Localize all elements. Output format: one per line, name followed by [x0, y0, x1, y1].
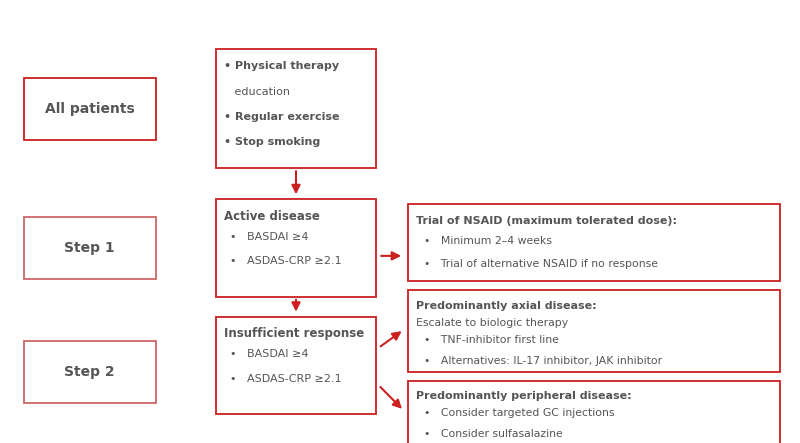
Text: •   Trial of alternative NSAID if no response: • Trial of alternative NSAID if no respo… — [424, 260, 658, 269]
Text: •   ASDAS-CRP ≥2.1: • ASDAS-CRP ≥2.1 — [230, 374, 342, 384]
Text: Active disease: Active disease — [224, 210, 320, 223]
FancyBboxPatch shape — [216, 49, 376, 168]
Text: •   Consider targeted GC injections: • Consider targeted GC injections — [424, 408, 614, 418]
FancyBboxPatch shape — [24, 341, 156, 403]
Text: •   BASDAI ≥4: • BASDAI ≥4 — [230, 350, 309, 359]
Text: • Stop smoking: • Stop smoking — [224, 137, 320, 147]
FancyBboxPatch shape — [24, 78, 156, 140]
Text: All patients: All patients — [45, 101, 134, 116]
FancyBboxPatch shape — [216, 199, 376, 297]
Text: •   Minimum 2–4 weeks: • Minimum 2–4 weeks — [424, 237, 552, 246]
Text: Escalate to biologic therapy: Escalate to biologic therapy — [416, 319, 568, 328]
Text: • Regular exercise: • Regular exercise — [224, 112, 339, 122]
FancyBboxPatch shape — [24, 217, 156, 279]
Text: Insufficient response: Insufficient response — [224, 327, 364, 340]
FancyBboxPatch shape — [408, 290, 780, 372]
Text: Step 2: Step 2 — [64, 365, 115, 379]
Text: •   BASDAI ≥4: • BASDAI ≥4 — [230, 232, 309, 242]
Text: •   Alternatives: IL-17 inhibitor, JAK inhibitor: • Alternatives: IL-17 inhibitor, JAK inh… — [424, 356, 662, 366]
Text: Predominantly axial disease:: Predominantly axial disease: — [416, 301, 597, 311]
FancyBboxPatch shape — [216, 317, 376, 414]
FancyBboxPatch shape — [408, 381, 780, 443]
FancyBboxPatch shape — [408, 204, 780, 281]
Text: •   ASDAS-CRP ≥2.1: • ASDAS-CRP ≥2.1 — [230, 256, 342, 266]
Text: • Physical therapy: • Physical therapy — [224, 62, 339, 71]
Text: Predominantly peripheral disease:: Predominantly peripheral disease: — [416, 392, 632, 401]
Text: Trial of NSAID (maximum tolerated dose):: Trial of NSAID (maximum tolerated dose): — [416, 216, 677, 225]
Text: Step 1: Step 1 — [64, 241, 115, 255]
Text: education: education — [224, 87, 290, 97]
Text: •   TNF-inhibitor first line: • TNF-inhibitor first line — [424, 335, 559, 345]
Text: •   Consider sulfasalazine: • Consider sulfasalazine — [424, 429, 562, 439]
